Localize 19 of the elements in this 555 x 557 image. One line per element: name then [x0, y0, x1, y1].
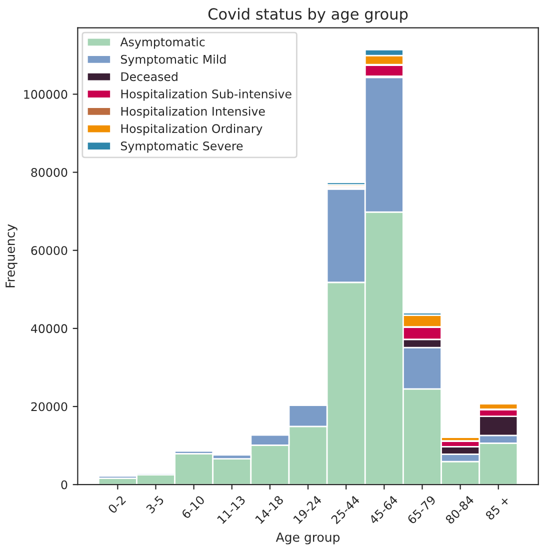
- y-tick-label: 100000: [24, 90, 68, 99]
- y-axis-title: Frequency: [6, 224, 18, 288]
- legend-label: Symptomatic Severe: [120, 141, 243, 153]
- x-tick-label: 0-2: [108, 495, 126, 514]
- chart-title: Covid status by age group: [208, 8, 408, 23]
- y-tick-label: 40000: [31, 324, 68, 334]
- legend-label: Asymptomatic: [120, 37, 205, 49]
- x-axis-title: Age group: [276, 532, 340, 544]
- legend-label: Hospitalization Intensive: [121, 106, 265, 118]
- x-tick-label: 3-5: [146, 495, 164, 514]
- legend-label: Hospitalization Ordinary: [121, 124, 262, 136]
- legend-label: Hospitalization Sub-intensive: [121, 89, 292, 101]
- y-tick-label: 0: [61, 480, 68, 490]
- x-tick-label: 85 +: [484, 495, 510, 520]
- y-tick-label: 80000: [31, 168, 68, 177]
- legend-label: Symptomatic Mild: [120, 54, 226, 66]
- y-tick-label: 20000: [31, 402, 68, 412]
- legend-label: Deceased: [121, 72, 178, 82]
- y-tick-label: 60000: [31, 246, 68, 256]
